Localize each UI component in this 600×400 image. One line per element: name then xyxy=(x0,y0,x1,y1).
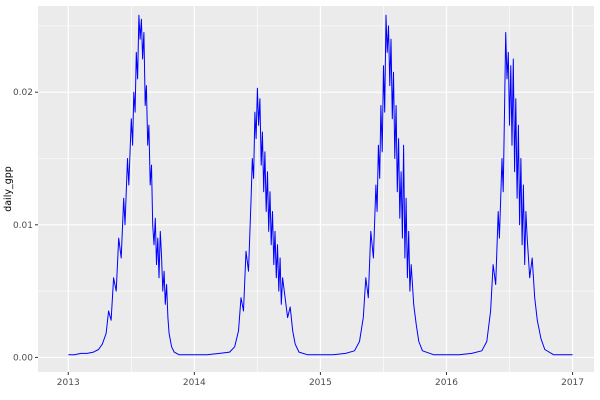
y-axis-title: daily_gpp xyxy=(3,166,14,212)
x-tick-label: 2017 xyxy=(561,378,584,388)
x-tick-label: 2013 xyxy=(57,378,80,388)
panel-layer xyxy=(38,6,594,372)
x-tick-label: 2016 xyxy=(435,378,458,388)
axis-layer: 2013 2014 2015 2016 2017 0.00 0.01 0.02 xyxy=(13,88,584,388)
y-tick-label: 0.01 xyxy=(13,221,33,231)
gpp-line xyxy=(68,14,573,356)
y-tick-label: 0.00 xyxy=(13,353,33,363)
plot-panel xyxy=(38,6,594,372)
y-tick-label: 0.02 xyxy=(13,88,33,98)
x-tick-label: 2015 xyxy=(309,378,332,388)
x-tick-label: 2014 xyxy=(183,378,206,388)
